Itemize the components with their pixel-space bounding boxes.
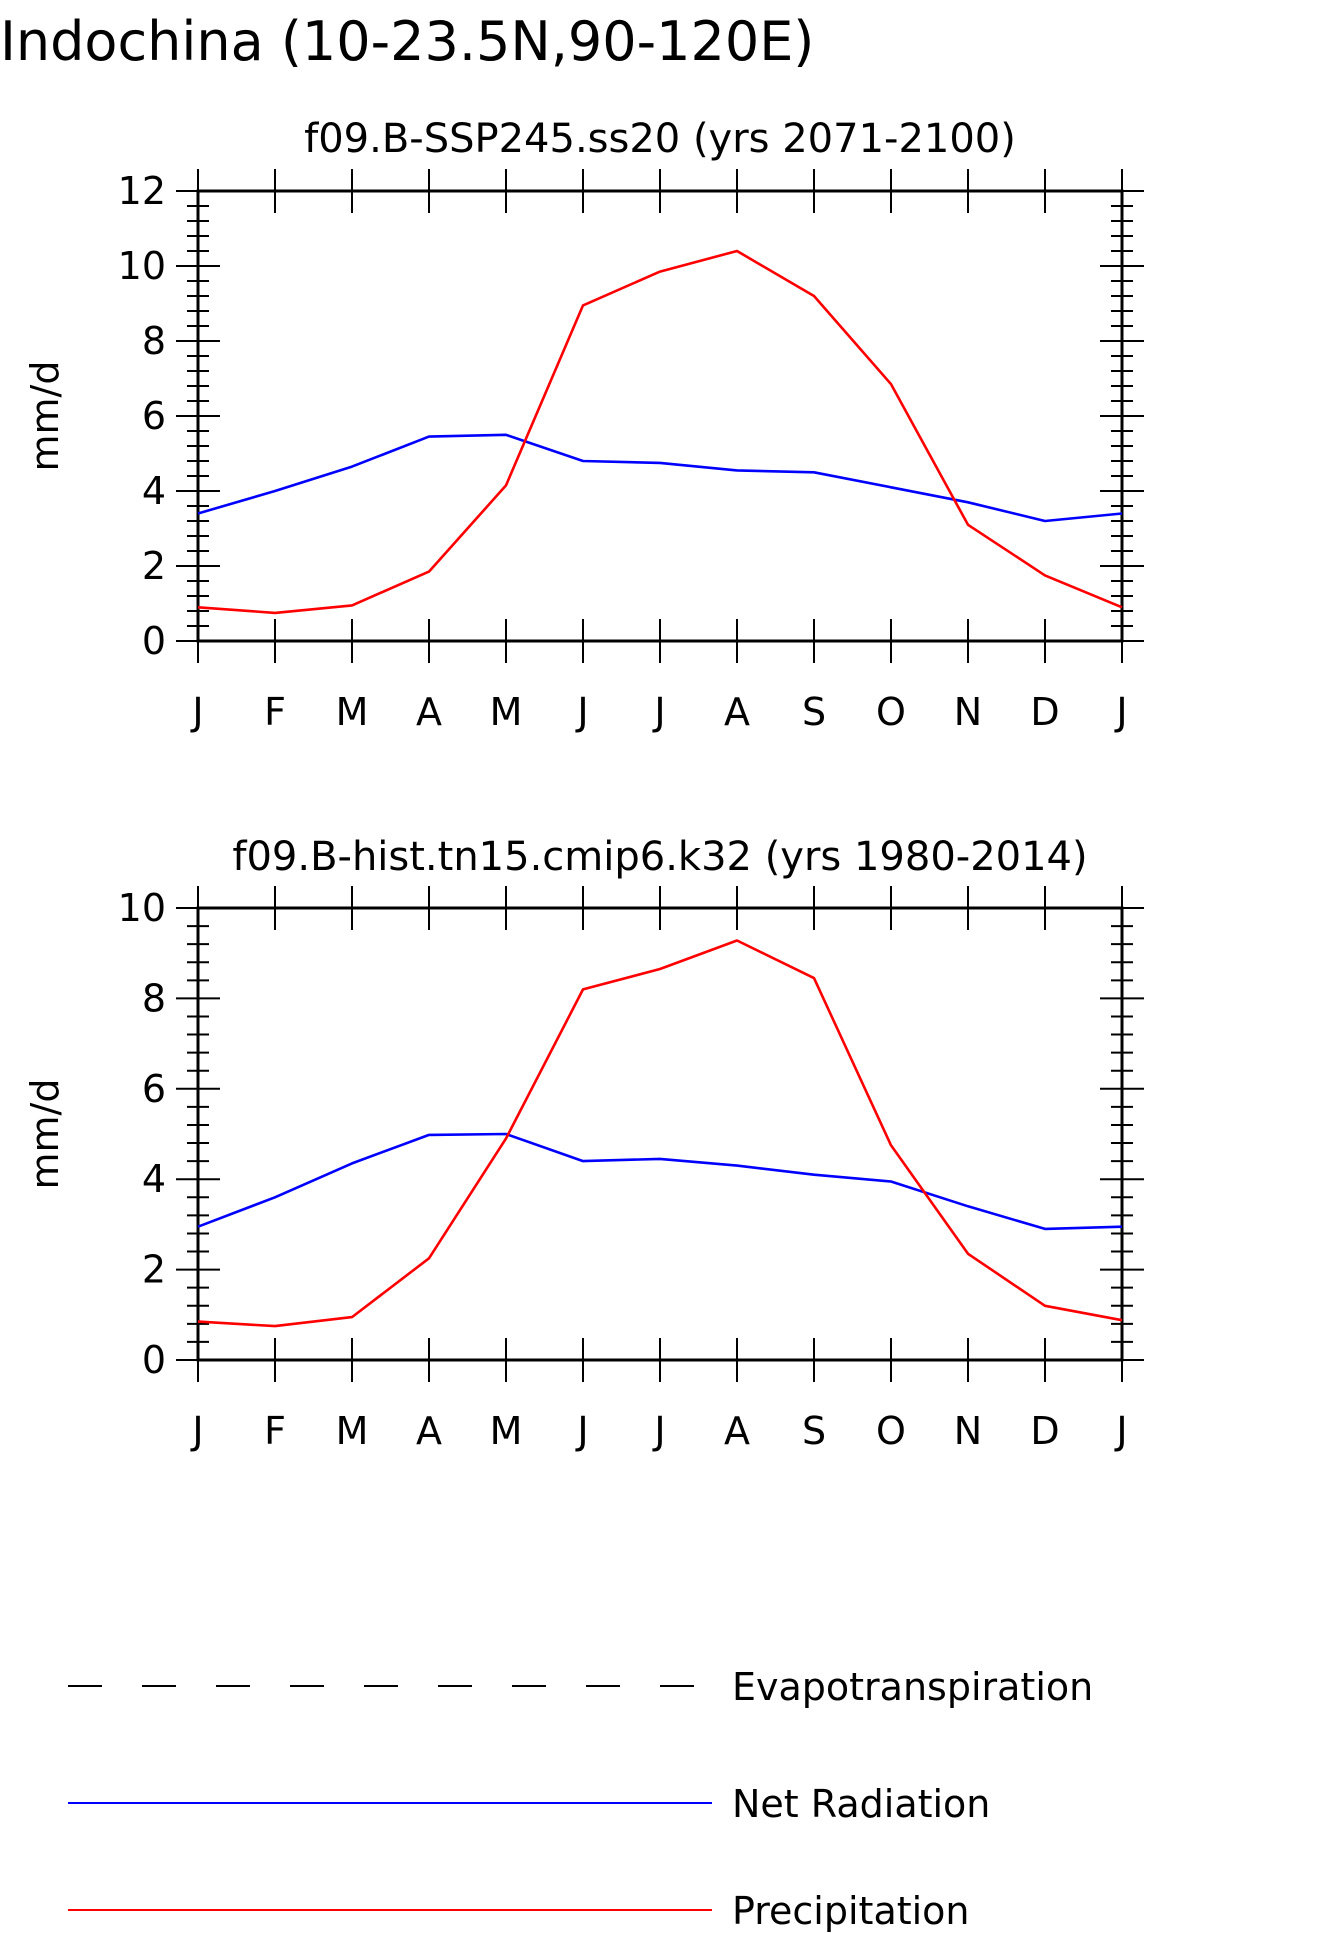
series-line-net-radiation <box>197 1132 1123 1231</box>
series-line-precipitation <box>197 939 1123 1328</box>
legend: Evapotranspiration Net Radiation Precipita… <box>68 1665 1093 1933</box>
x-tick-label: A <box>416 1409 442 1453</box>
panel-ssp245: f09.B-SSP245.ss20 (yrs 2071-2100) 0 2 4 6 8 10… <box>23 116 1144 734</box>
panel-title: f09.B-hist.tn15.cmip6.k32 (yrs 1980-2014… <box>232 834 1087 880</box>
y-tick-label: 8 <box>142 976 166 1020</box>
x-tick-label: A <box>416 690 442 734</box>
x-tick-label: A <box>724 690 750 734</box>
plot-frame <box>196 189 1124 643</box>
y-tick-label: 0 <box>142 619 166 663</box>
legend-label: Net Radiation <box>732 1782 990 1826</box>
x-tick-label: M <box>336 1409 369 1453</box>
x-tick-label: J <box>1114 1409 1127 1453</box>
series-line-precipitation <box>197 249 1123 615</box>
x-tick-label: J <box>575 1409 588 1453</box>
y-tick-label: 0 <box>142 1338 166 1382</box>
x-tick-label: S <box>802 1409 826 1453</box>
y-axis-label: mm/d <box>23 361 67 472</box>
main-title: Indochina (10-23.5N,90-120E) <box>0 10 814 73</box>
x-tick-label: J <box>1114 690 1127 734</box>
y-axis-label: mm/d <box>23 1079 67 1190</box>
x-tick-label: N <box>954 690 982 734</box>
y-tick-label: 2 <box>142 1248 166 1292</box>
x-tick-label: F <box>264 1409 286 1453</box>
panel-historical: f09.B-hist.tn15.cmip6.k32 (yrs 1980-2014… <box>23 834 1144 1453</box>
x-tick-label: S <box>802 690 826 734</box>
x-tick-label: M <box>490 1409 523 1453</box>
x-tick-label: F <box>264 690 286 734</box>
x-tick-label: J <box>652 690 665 734</box>
y-tick-label: 10 <box>118 244 166 288</box>
legend-label: Precipitation <box>732 1889 970 1933</box>
y-tick-label: 6 <box>142 394 166 438</box>
y-tick-label: 2 <box>142 544 166 588</box>
y-tick-label: 6 <box>142 1067 166 1111</box>
x-tick-label: N <box>954 1409 982 1453</box>
y-tick-label: 4 <box>142 469 166 513</box>
plot-frame <box>196 906 1124 1362</box>
x-tick-label: O <box>876 690 906 734</box>
x-tick-label: A <box>724 1409 750 1453</box>
x-tick-label: J <box>575 690 588 734</box>
x-tick-label: M <box>490 690 523 734</box>
x-tick-label: M <box>336 690 369 734</box>
x-tick-label: J <box>190 690 203 734</box>
x-tick-label: J <box>652 1409 665 1453</box>
x-tick-label: D <box>1030 1409 1059 1453</box>
legend-label: Evapotranspiration <box>732 1665 1093 1709</box>
x-tick-label: O <box>876 1409 906 1453</box>
y-tick-label: 10 <box>118 886 166 930</box>
series-line-net-radiation <box>197 433 1123 523</box>
panel-title: f09.B-SSP245.ss20 (yrs 2071-2100) <box>304 116 1016 162</box>
x-tick-label: J <box>190 1409 203 1453</box>
y-tick-label: 4 <box>142 1157 166 1201</box>
y-tick-label: 12 <box>118 169 166 213</box>
y-tick-label: 8 <box>142 319 166 363</box>
x-tick-label: D <box>1030 690 1059 734</box>
